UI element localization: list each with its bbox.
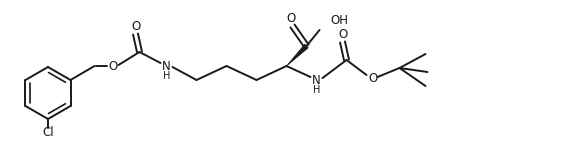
Polygon shape (287, 44, 309, 66)
Text: N: N (312, 73, 321, 86)
Text: O: O (338, 27, 347, 40)
Text: N: N (162, 60, 171, 73)
Text: Cl: Cl (42, 127, 54, 140)
Text: H: H (163, 71, 170, 81)
Text: O: O (108, 60, 117, 73)
Text: O: O (286, 12, 295, 24)
Text: O: O (368, 72, 377, 85)
Text: H: H (313, 85, 320, 95)
Text: OH: OH (330, 15, 348, 27)
Text: O: O (131, 19, 140, 33)
